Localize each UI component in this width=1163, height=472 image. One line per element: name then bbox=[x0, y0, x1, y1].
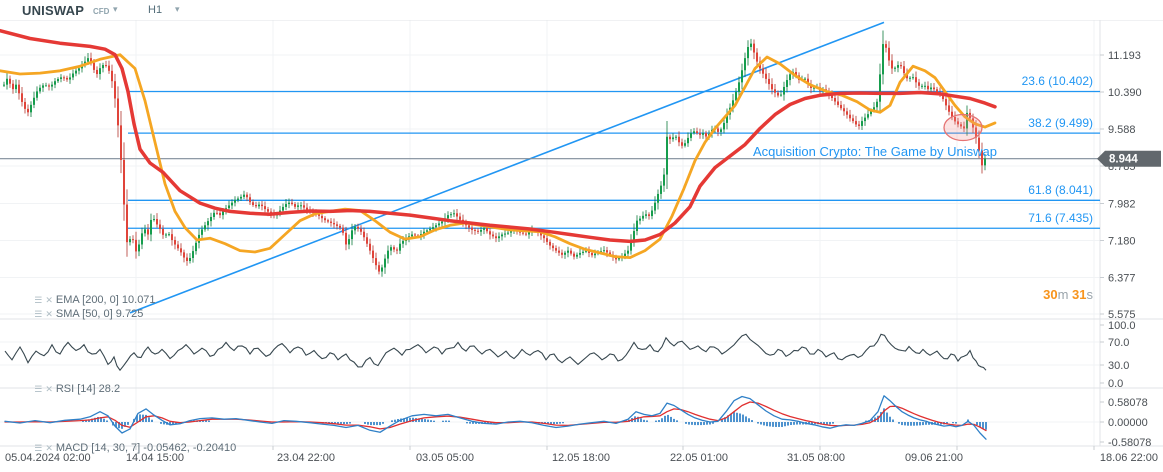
macd-legend-label: MACD [14, 30, 7] -0.05462, -0.20410 bbox=[55, 442, 237, 454]
current-price-badge-label: 8.944 bbox=[1109, 154, 1138, 166]
rsi-axis-label: 30.0 bbox=[1108, 360, 1129, 372]
sma-legend-label: SMA [50, 0] 9.725 bbox=[55, 308, 144, 320]
time-axis: 05.04.2024 02:00 14.04 15:00 23.04 22:00 03… bbox=[5, 446, 1158, 464]
rsi-line bbox=[4, 333, 987, 372]
timer-seconds-unit: s bbox=[1086, 287, 1094, 302]
timeframe-selector[interactable]: H1 bbox=[148, 4, 163, 16]
rsi-axis-label: 0.0 bbox=[1108, 378, 1123, 390]
time-axis-label: 14.04 15:00 bbox=[126, 452, 184, 464]
rsi-legend-label: RSI [14] 28.2 bbox=[55, 383, 121, 395]
indicator-settings-icon[interactable]: ☰ bbox=[34, 295, 43, 305]
price-axis-label: 9.588 bbox=[1108, 124, 1136, 136]
timer-minutes-unit: m bbox=[1057, 287, 1073, 302]
price-axis-label: 7.982 bbox=[1108, 199, 1136, 211]
price-axis-label: 7.180 bbox=[1108, 236, 1136, 248]
indicator-close-icon[interactable]: ✕ bbox=[45, 309, 53, 319]
price-axis-label: 5.575 bbox=[1108, 309, 1136, 321]
timeframe-dropdown-caret[interactable]: ▾ bbox=[175, 4, 180, 14]
fib-level-label-61-8: 61.8 (8.041) bbox=[1028, 183, 1093, 198]
legend-ema: ☰ ✕ EMA [200, 0] 10.071 bbox=[22, 282, 156, 318]
legend-macd: ☰ ✕ MACD [14, 30, 7] -0.05462, -0.20410 bbox=[22, 430, 236, 466]
time-axis-label: 03.05 05:00 bbox=[416, 452, 474, 464]
sma-line bbox=[0, 53, 997, 259]
legend-rsi: ☰ ✕ RSI [14] 28.2 bbox=[22, 371, 120, 407]
indicator-close-icon[interactable]: ✕ bbox=[45, 443, 53, 453]
timer-seconds: 31 bbox=[1072, 287, 1087, 302]
price-axis-label: 6.377 bbox=[1108, 273, 1136, 285]
chart-annotation: Acquisition Crypto: The Game by Uniswap bbox=[753, 144, 997, 159]
ema-line bbox=[0, 28, 997, 244]
macd-axis-label: 0.00000 bbox=[1108, 417, 1148, 429]
macd-axis-label: -0.58078 bbox=[1108, 437, 1151, 449]
price-axis-label: 11.193 bbox=[1108, 50, 1141, 62]
rsi-axis-label: 100.0 bbox=[1108, 320, 1136, 332]
timer-minutes: 30 bbox=[1043, 287, 1058, 302]
time-axis-label: 22.05 01:00 bbox=[670, 452, 728, 464]
symbol-dropdown-caret[interactable]: ▾ bbox=[113, 4, 118, 14]
symbol-title: UNISWAP bbox=[22, 3, 85, 18]
fib-level-label-71-6: 71.6 (7.435) bbox=[1028, 211, 1093, 226]
trendline[interactable] bbox=[129, 21, 885, 314]
fib-level-label-38-2: 38.2 (9.499) bbox=[1028, 116, 1093, 131]
rsi-axis-label: 70.0 bbox=[1108, 337, 1129, 349]
gridlines bbox=[0, 19, 1163, 447]
instrument-type-label: CFD bbox=[93, 7, 110, 16]
time-axis-label: 23.04 22:00 bbox=[277, 452, 335, 464]
ema-legend-label: EMA [200, 0] 10.071 bbox=[55, 294, 156, 306]
fibonacci-lines[interactable] bbox=[128, 90, 1100, 229]
time-axis-label: 18.06 22:00 bbox=[1100, 452, 1158, 464]
indicator-settings-icon[interactable]: ☰ bbox=[34, 384, 43, 394]
current-price-badge: 8.944 bbox=[1097, 150, 1161, 167]
time-axis-label: 05.04.2024 02:00 bbox=[5, 452, 91, 464]
time-axis-label: 31.05 08:00 bbox=[787, 452, 845, 464]
price-axis-label: 10.390 bbox=[1108, 87, 1142, 99]
indicator-close-icon[interactable]: ✕ bbox=[45, 384, 53, 394]
candle-countdown-timer: 30m 31s bbox=[1043, 287, 1093, 302]
macd-axis-label: 0.58078 bbox=[1108, 397, 1148, 409]
legend-sma: ☰ ✕ SMA [50, 0] 9.725 bbox=[22, 296, 143, 332]
toolbar: UNISWAP CFD ▾ H1 ▾ bbox=[0, 0, 1163, 20]
indicator-settings-icon[interactable]: ☰ bbox=[34, 309, 43, 319]
time-axis-label: 09.06 21:00 bbox=[905, 452, 963, 464]
highlight-ellipse[interactable] bbox=[943, 113, 983, 142]
indicator-close-icon[interactable]: ✕ bbox=[45, 295, 53, 305]
macd-line bbox=[4, 395, 987, 440]
price-axis: 11.19310.3909.5888.7857.9827.1806.3775.5… bbox=[1100, 50, 1151, 449]
fib-level-label-23-6: 23.6 (10.402) bbox=[1021, 74, 1093, 89]
indicator-settings-icon[interactable]: ☰ bbox=[34, 443, 43, 453]
time-axis-label: 12.05 18:00 bbox=[552, 452, 610, 464]
